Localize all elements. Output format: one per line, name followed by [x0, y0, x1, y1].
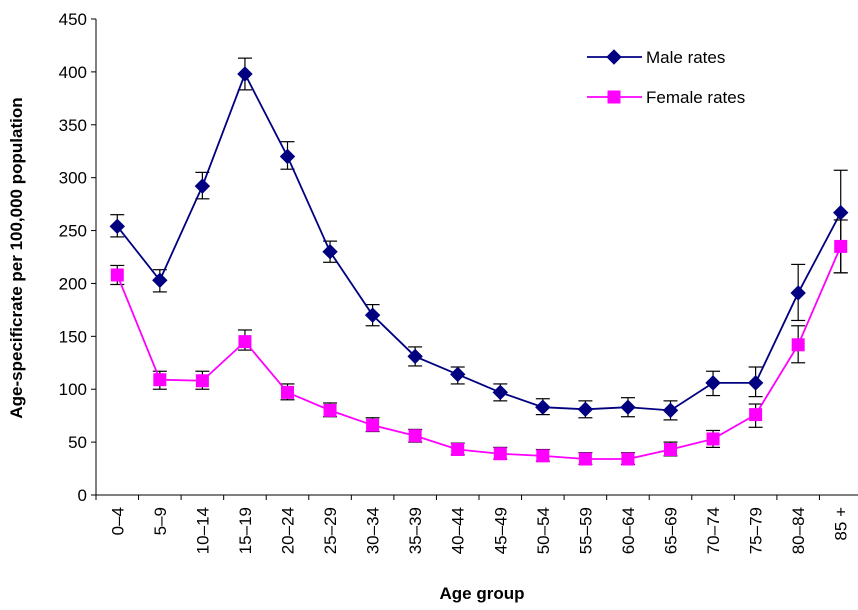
data-point-male — [237, 66, 253, 82]
legend: Male rates Female rates — [587, 48, 745, 107]
data-point-male — [279, 148, 296, 165]
x-tick-label: 40–44 — [449, 507, 468, 554]
x-tick-label: 30–34 — [364, 507, 383, 554]
data-point-female — [536, 449, 550, 463]
x-tick-label: 0–4 — [108, 507, 127, 535]
y-tick-label: 0 — [78, 486, 87, 505]
y-tick-label: 450 — [59, 10, 87, 29]
data-point-male — [662, 402, 679, 419]
data-point-female — [607, 90, 621, 104]
data-point-male — [194, 178, 211, 194]
data-point-female — [621, 452, 635, 466]
data-point-male — [450, 366, 466, 383]
data-point-male — [322, 244, 338, 260]
y-tick-label: 250 — [59, 222, 87, 241]
data-point-male — [407, 348, 423, 365]
data-point-male — [620, 399, 636, 415]
plot-area: 0 50 100 150 200 250 300 350 400 450 0–4 5–9 10–14 15… — [59, 10, 858, 554]
x-tick-label: 80–84 — [789, 507, 808, 554]
y-tick-label: 100 — [59, 380, 87, 399]
data-point-male — [606, 49, 622, 65]
data-point-female — [451, 443, 465, 457]
data-point-male — [747, 375, 764, 391]
y-tick-label: 50 — [68, 433, 87, 452]
data-point-female — [238, 335, 252, 349]
data-point-male — [577, 401, 594, 418]
data-point-female — [323, 403, 337, 417]
x-tick-label: 85 + — [832, 507, 851, 541]
data-point-male — [492, 384, 508, 401]
y-tick-label: 350 — [59, 116, 87, 135]
x-tick-label: 20–24 — [279, 507, 298, 554]
x-tick-label: 55–59 — [576, 507, 595, 554]
x-tick-label: 10–14 — [193, 507, 212, 554]
series-line — [116, 246, 842, 460]
x-tick-label: 15–19 — [236, 507, 255, 554]
data-point-male — [705, 375, 721, 391]
y-tick-label: 150 — [59, 327, 87, 346]
x-tick-label: 5–9 — [151, 507, 170, 535]
data-point-female — [749, 408, 763, 422]
data-point-female — [706, 432, 720, 446]
data-point-female — [366, 418, 380, 432]
data-point-male — [535, 399, 551, 415]
data-point-female — [153, 373, 167, 387]
data-point-male — [152, 272, 168, 288]
data-point-female — [195, 374, 209, 388]
x-tick-label: 50–54 — [534, 507, 553, 554]
data-point-male — [364, 307, 381, 323]
x-tick-label: 65–69 — [662, 507, 681, 554]
data-point-male — [833, 204, 849, 221]
y-tick-label: 400 — [59, 63, 87, 82]
legend-label: Male rates — [646, 48, 725, 67]
data-point-female — [664, 443, 677, 457]
y-axis-title: Age-specificrate per 100,000 population — [7, 97, 26, 418]
x-tick-label: 25–29 — [321, 507, 340, 554]
series-female — [110, 219, 848, 466]
x-tick-label: 35–39 — [406, 507, 425, 554]
x-tick-label: 70–74 — [704, 507, 723, 554]
x-tick-label: 45–49 — [491, 507, 510, 554]
x-tick-label: 75–79 — [747, 507, 766, 554]
data-point-female — [791, 338, 805, 352]
data-point-female — [110, 268, 124, 282]
data-point-female — [578, 452, 592, 466]
x-tick-label: 60–64 — [619, 507, 638, 554]
data-point-female — [281, 385, 294, 399]
x-axis-title: Age group — [440, 584, 525, 603]
y-tick-label: 200 — [59, 274, 87, 293]
data-point-female — [408, 429, 422, 443]
data-point-female — [834, 239, 848, 253]
y-tick-label: 300 — [59, 169, 87, 188]
series-male — [109, 57, 849, 421]
data-point-male — [790, 285, 806, 301]
data-point-male — [109, 218, 125, 235]
data-point-female — [493, 447, 507, 461]
legend-label: Female rates — [646, 88, 745, 107]
